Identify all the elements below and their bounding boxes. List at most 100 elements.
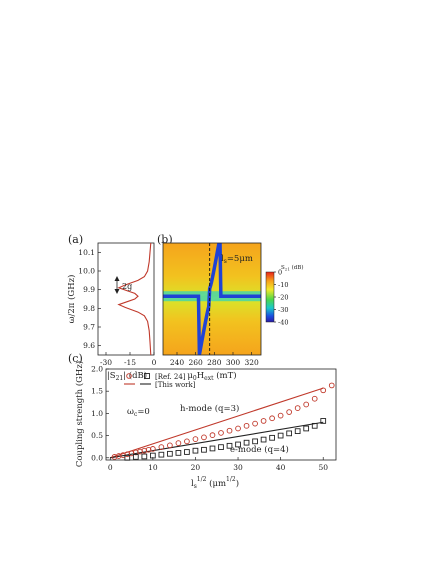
- panel-a-ytick-label: 9.7: [83, 323, 95, 332]
- h-mode-point: [167, 442, 173, 449]
- panel-c-xtick-label: 30: [233, 463, 243, 472]
- panel-a: (a) -30 -15 0 9.6 9.7 9.8 9.9 10.0 10.1 2g ω/2π …: [66, 233, 157, 382]
- colorbar-tick-label: -30: [278, 306, 288, 314]
- colorbar-tick-label: -20: [278, 294, 288, 302]
- h-mode-point: [218, 430, 224, 436]
- h-mode-point: [243, 422, 250, 429]
- e-mode-point: [294, 428, 301, 434]
- e-mode-point: [252, 438, 258, 445]
- series-label-e-mode: e-mode (q=4): [230, 444, 289, 455]
- e-mode-point: [269, 434, 275, 441]
- panel-c-frame: [105, 368, 337, 461]
- h-mode-point: [320, 387, 327, 394]
- panel-a-xtick-label: 0: [152, 358, 157, 367]
- panel-b-frame: [162, 242, 262, 356]
- colorbar-tick-label: -40: [278, 319, 288, 327]
- h-mode-point: [209, 432, 216, 438]
- h-mode-point: [277, 412, 284, 419]
- e-mode-point: [167, 450, 173, 457]
- panel-c-xlabel: ls1/2 (μm1/2): [191, 476, 239, 490]
- e-mode-point: [303, 425, 310, 432]
- gap-label: 2g: [122, 282, 132, 291]
- panel-c-xtick-label: 40: [276, 463, 286, 472]
- h-mode-point: [269, 415, 275, 422]
- h-mode-point: [328, 382, 335, 389]
- e-mode-point: [201, 446, 207, 453]
- panel-b-xtick-label: 260: [189, 358, 204, 367]
- legend-this-work-label: [This work]: [155, 381, 196, 389]
- h-mode-fit-line: [110, 387, 324, 459]
- gap-arrow-head-top: [114, 276, 120, 281]
- e-mode-point: [175, 450, 182, 456]
- e-mode-point: [141, 453, 148, 460]
- panel-a-frame: [97, 242, 155, 356]
- h-mode-point: [286, 409, 292, 415]
- legend-ref-label: [Ref. 24]: [155, 373, 186, 381]
- panel-a-xtick-label: -15: [124, 358, 136, 367]
- e-mode-point: [132, 454, 139, 460]
- h-mode-point: [303, 401, 310, 408]
- e-mode-point: [286, 430, 292, 437]
- panel-c-ytick-label: 1.0: [91, 409, 103, 418]
- gap-arrow-head-bottom: [114, 289, 120, 294]
- e-mode-point: [311, 422, 318, 429]
- h-mode-point: [235, 425, 241, 432]
- panel-c-label: (c): [68, 352, 83, 365]
- panel-a-label: (a): [68, 233, 83, 246]
- panel-b-xtick-label: 300: [226, 358, 241, 367]
- e-mode-point: [260, 436, 267, 443]
- panel-b-xtick-label: 240: [170, 358, 185, 367]
- h-mode-point: [175, 440, 182, 446]
- e-mode-point: [226, 442, 233, 449]
- series-label-h-mode: h-mode (q=3): [180, 403, 239, 414]
- e-mode-point: [184, 449, 190, 455]
- colorbar-title: S21 (dB): [281, 264, 303, 272]
- panel-a-xlabel: |S21| (dB): [107, 370, 147, 382]
- e-mode-point: [277, 432, 284, 439]
- panel-a-xtick-label: -30: [100, 358, 112, 367]
- h-mode-point: [294, 405, 301, 411]
- panel-c-xtick-label: 10: [148, 463, 158, 472]
- e-mode-point: [150, 452, 156, 459]
- panel-a-ytick-label: 9.9: [83, 285, 95, 294]
- h-mode-point: [260, 418, 267, 424]
- legend-circle-marker: [126, 373, 132, 379]
- inset-label: ωc=0: [127, 407, 150, 418]
- h-mode-point: [252, 420, 258, 427]
- panel-c-ytick-label: 0.5: [91, 431, 103, 440]
- panel-c-xtick-label: 50: [318, 463, 328, 472]
- panel-c-ytick-label: 1.5: [91, 387, 103, 396]
- e-mode-point: [218, 444, 224, 450]
- panel-c-xtick-label: 0: [108, 463, 113, 472]
- h-mode-point: [184, 438, 190, 445]
- h-mode-point: [192, 436, 199, 442]
- panel-c-ytick-label: 0.0: [91, 453, 103, 462]
- e-mode-point: [243, 439, 250, 446]
- e-mode-point: [209, 445, 216, 452]
- panel-b-xtick-label: 320: [245, 358, 260, 367]
- panel-a-ytick-label: 10.0: [78, 267, 95, 276]
- panel-b-xtick-label: 280: [207, 358, 222, 367]
- resonator-band: [163, 243, 261, 355]
- panel-c-ytick-label: 2.0: [91, 365, 103, 374]
- e-mode-point: [192, 447, 199, 454]
- colorbar: [265, 271, 275, 323]
- h-mode-point: [201, 434, 207, 441]
- colorbar-tick-label: -10: [278, 281, 288, 289]
- e-mode-point: [235, 441, 241, 448]
- panel-c-ylabel: Coupling strength (GHz): [74, 361, 85, 467]
- e-mode-point: [124, 454, 131, 461]
- e-mode-fit-line: [110, 421, 324, 459]
- e-mode-point: [320, 418, 327, 424]
- e-mode-point: [158, 451, 165, 458]
- h-mode-point: [311, 395, 318, 402]
- panel-b-xlabel: μ0Hext (mT): [187, 370, 236, 382]
- colorbar-tick-label: 0: [278, 269, 282, 277]
- h-mode-point: [158, 444, 165, 450]
- panel-a-ytick-label: 10.1: [78, 248, 95, 257]
- resonator-band-glow: [163, 291, 261, 302]
- panel-a-ytick-label: 9.8: [83, 304, 95, 313]
- legend: [Ref. 24] [This work]: [124, 373, 196, 389]
- panel-a-transmission-curve: [117, 242, 152, 356]
